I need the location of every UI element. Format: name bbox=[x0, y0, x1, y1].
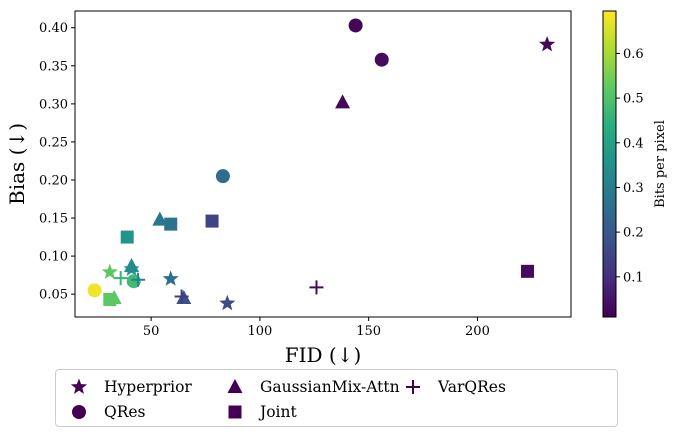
data-point-triangle bbox=[335, 94, 351, 109]
legend-item: Hyperprior bbox=[66, 376, 192, 398]
legend-symbol-circle bbox=[72, 405, 86, 419]
data-point-square bbox=[520, 264, 534, 278]
colorbar-axis: 0.1 0.2 0.3 0.4 0.5 0.6 bbox=[616, 47, 644, 285]
legend-marker-square bbox=[228, 405, 242, 419]
colorbar-label: Bits per pixel bbox=[653, 120, 668, 208]
y-tick-label: 0.05 bbox=[39, 288, 68, 303]
data-point-star bbox=[539, 36, 556, 52]
data-point-square bbox=[103, 292, 117, 306]
legend-marker-triangle bbox=[227, 379, 243, 393]
legend-label: Joint bbox=[260, 403, 297, 421]
data-point-plus bbox=[131, 272, 146, 287]
legend-item: VarQRes bbox=[400, 376, 506, 398]
legend-marker-star bbox=[70, 378, 88, 394]
data-point-circle bbox=[374, 52, 389, 67]
y-axis: 0.05 0.10 0.15 0.20 0.25 0.30 0.35 0.40 bbox=[39, 21, 75, 303]
data-points bbox=[87, 18, 556, 311]
data-point-plus bbox=[113, 271, 128, 286]
data-point-square bbox=[205, 214, 219, 228]
legend-item: Joint bbox=[222, 401, 297, 423]
colorbar-tick-label: 0.5 bbox=[623, 92, 644, 107]
y-tick-label: 0.40 bbox=[39, 21, 68, 36]
data-point-star bbox=[101, 263, 118, 279]
x-axis-label: FID (↓) bbox=[285, 343, 362, 367]
y-axis-label: Bias (↓) bbox=[5, 123, 29, 205]
data-point-star bbox=[162, 270, 179, 286]
data-point-square bbox=[120, 230, 134, 244]
data-point-plus bbox=[309, 280, 324, 295]
x-tick-label: 100 bbox=[247, 324, 272, 339]
legend-symbol-triangle bbox=[227, 379, 243, 393]
legend-label: VarQRes bbox=[438, 378, 506, 396]
y-tick-label: 0.10 bbox=[39, 250, 68, 265]
legend-item: GaussianMix-Attn bbox=[222, 376, 400, 398]
legend-marker-circle bbox=[72, 405, 86, 419]
y-tick-label: 0.30 bbox=[39, 97, 68, 112]
data-point-triangle bbox=[152, 211, 168, 226]
x-tick-label: 50 bbox=[143, 324, 160, 339]
y-tick-label: 0.35 bbox=[39, 59, 68, 74]
x-axis: 50 100 150 200 bbox=[143, 317, 490, 339]
data-point-star bbox=[219, 294, 236, 311]
data-point-circle bbox=[215, 169, 230, 184]
legend-item: QRes bbox=[66, 401, 146, 423]
y-tick-label: 0.20 bbox=[39, 173, 68, 188]
colorbar-tick-label: 0.4 bbox=[623, 136, 644, 151]
colorbar bbox=[602, 10, 617, 318]
legend-label: QRes bbox=[104, 403, 146, 421]
x-tick-label: 200 bbox=[465, 324, 490, 339]
data-point-circle bbox=[348, 18, 363, 33]
plot-frame bbox=[74, 10, 572, 318]
legend-symbol-square bbox=[228, 405, 242, 419]
data-point-triangle bbox=[124, 258, 140, 272]
legend-symbol-star bbox=[70, 378, 88, 394]
legend: Hyperprior QRes GaussianMix-Attn Joint VarQR… bbox=[55, 369, 618, 427]
legend-symbol-plus bbox=[406, 380, 420, 394]
colorbar-tick-label: 0.3 bbox=[623, 181, 644, 196]
legend-marker-plus bbox=[406, 380, 420, 394]
x-tick-label: 150 bbox=[356, 324, 381, 339]
legend-label: Hyperprior bbox=[104, 378, 192, 396]
colorbar-tick-label: 0.1 bbox=[623, 270, 644, 285]
data-point-plus bbox=[174, 289, 189, 304]
y-tick-label: 0.15 bbox=[39, 212, 68, 227]
y-tick-label: 0.25 bbox=[39, 135, 68, 150]
data-point-square bbox=[164, 217, 178, 231]
colorbar-tick-label: 0.6 bbox=[623, 47, 644, 62]
colorbar-tick-label: 0.2 bbox=[623, 226, 644, 241]
legend-label: GaussianMix-Attn bbox=[260, 378, 400, 396]
data-point-circle bbox=[87, 283, 102, 298]
